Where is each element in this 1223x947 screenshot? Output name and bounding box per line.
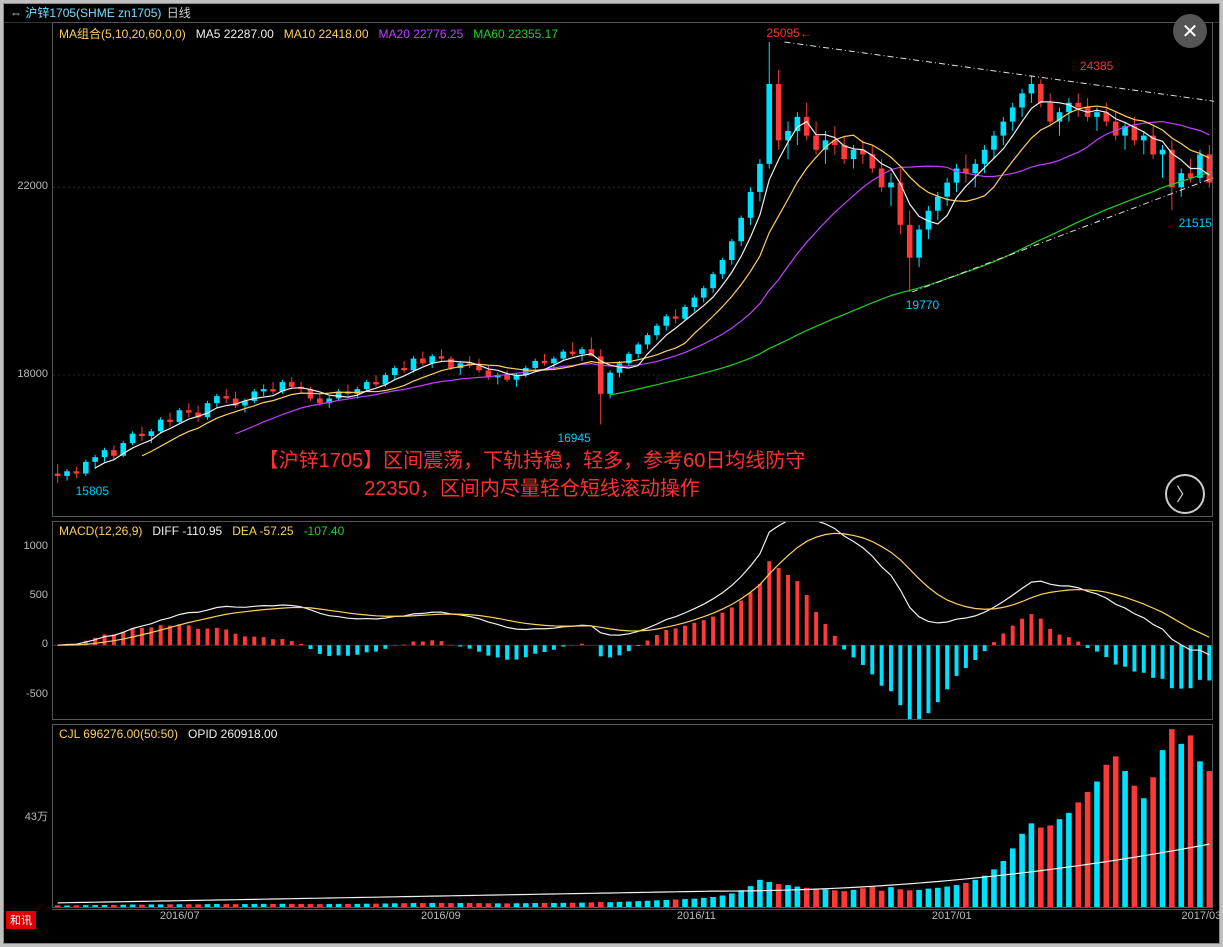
symbol-name: 沪锌1705(SHME zn1705) [25,6,161,20]
watermark-badge: 和讯 [6,911,36,929]
chart-window: ⇔ 沪锌1705(SHME zn1705) 日线 ✕ 1800022000 MA… [3,3,1220,944]
macd-y-axis: -50005001000 [4,521,50,718]
x-tick: 2017/01 [932,910,972,922]
chart-area: 1800022000 MA组合(5,10,20,60,0,0)MA5 22287… [4,22,1219,925]
window-frame: ⇔ 沪锌1705(SHME zn1705) 日线 ✕ 1800022000 MA… [0,0,1223,947]
next-button[interactable]: 〉 [1165,474,1205,514]
period-label: 日线 [167,6,191,20]
ma-legend: MA组合(5,10,20,60,0,0)MA5 22287.00MA10 224… [59,25,568,42]
analysis-annotation: 【沪锌1705】区间震荡，下轨持稳，轻多，参考60日均线防守 22350，区间内… [259,447,806,503]
annotation-line2: 22350，区间内尽量轻仓短线滚动操作 [259,475,806,503]
x-tick: 2017/03 [1181,910,1221,922]
candlestick-chart [53,23,1214,516]
watermark-text: 和讯 [10,915,32,927]
x-axis: 2016/072016/092016/112017/012017/03 [52,909,1213,925]
volume-chart [53,725,1214,907]
macd-legend: MACD(12,26,9)DIFF -110.95DEA -57.25-107.… [59,524,354,538]
volume-legend: CJL 696276.00(50:50)OPID 260918.00 [59,727,287,741]
close-button[interactable]: ✕ [1173,14,1207,48]
volume-y-axis: 43万 [4,724,50,906]
chevron-right-icon: 〉 [1176,481,1194,507]
price-panel[interactable]: MA组合(5,10,20,60,0,0)MA5 22287.00MA10 224… [52,22,1213,517]
close-icon: ✕ [1182,19,1199,44]
macd-panel[interactable]: MACD(12,26,9)DIFF -110.95DEA -57.25-107.… [52,521,1213,720]
volume-panel[interactable]: CJL 696276.00(50:50)OPID 260918.00 [52,724,1213,908]
x-tick: 2016/07 [160,910,200,922]
price-y-axis: 1800022000 [4,22,50,515]
title-bar: ⇔ 沪锌1705(SHME zn1705) 日线 [4,4,1219,23]
x-tick: 2016/09 [421,910,461,922]
x-tick: 2016/11 [677,910,716,922]
annotation-line1: 【沪锌1705】区间震荡，下轨持稳，轻多，参考60日均线防守 [259,447,806,475]
macd-chart [53,522,1214,719]
link-icon: ⇔ [10,6,22,20]
